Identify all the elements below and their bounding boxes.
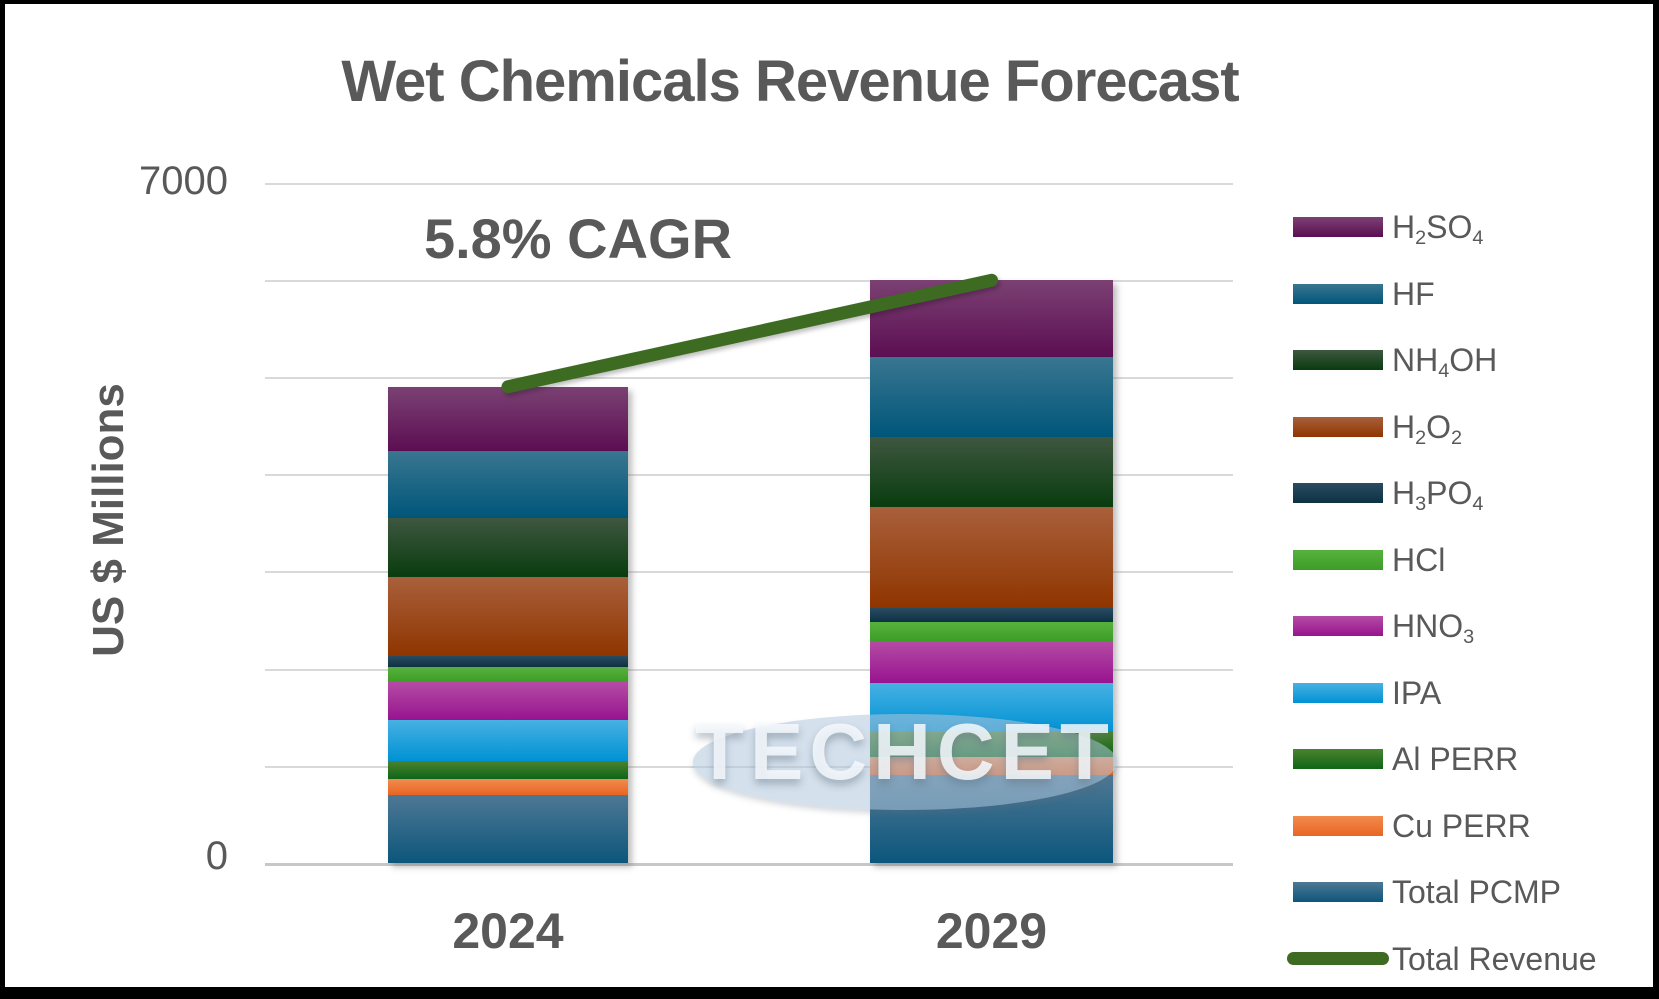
legend-label-part: Total Revenue (1392, 940, 1597, 977)
legend-label-h3po4: H3PO4 (1392, 471, 1483, 515)
legend-label-part: 4 (1438, 359, 1450, 382)
watermark-ellipse (693, 714, 1117, 810)
legend-label-part: H (1392, 209, 1416, 245)
legend-label-part: H (1392, 475, 1416, 511)
legend-label-part: 2 (1451, 426, 1463, 449)
legend-label-nh4oh: NH4OH (1392, 338, 1497, 382)
legend-swatch-ipa (1293, 682, 1383, 703)
legend-label-h2so4: H2SO4 (1392, 205, 1483, 249)
bar-segment-h2so4-2024 (388, 386, 628, 451)
gridline-0 (265, 863, 1233, 866)
y-axis-tick-max: 7000 (139, 159, 228, 203)
bar-segment-nh4oh-2029 (870, 437, 1113, 508)
bar-segment-hno3-2024 (388, 682, 628, 721)
legend-swatch-al-perr (1293, 749, 1383, 769)
bar-segment-hf-2024 (388, 450, 628, 518)
bar-segment-hcl-2029 (870, 622, 1113, 642)
bar-segment-h2so4-2029 (870, 280, 1113, 358)
legend-label-part: 2 (1415, 226, 1427, 249)
bar-segment-ipa-2024 (388, 720, 628, 761)
legend-label-part: OH (1449, 342, 1498, 378)
legend-swatch-h2o2 (1293, 416, 1383, 437)
legend-label-h2o2: H2O2 (1392, 405, 1462, 449)
bar-segment-cu-perr-2024 (388, 778, 628, 795)
legend-swatch-h3po4 (1293, 483, 1383, 503)
legend-label-hno3: HNO3 (1392, 604, 1474, 648)
bar-segment-hno3-2029 (870, 641, 1113, 684)
legend-label-cu-perr: Cu PERR (1392, 804, 1531, 848)
legend-label-part: O (1426, 408, 1452, 445)
x-axis-label-2029: 2029 (935, 903, 1048, 959)
bar-segment-h2o2-2024 (388, 576, 628, 656)
watermark-text: TECHCET (695, 707, 1115, 796)
gridline-2000 (265, 668, 1233, 671)
legend-line-total-revenue (1287, 952, 1389, 965)
bar-segment-hcl-2024 (388, 667, 628, 683)
legend-swatch-h2so4 (1293, 217, 1383, 237)
bar-segment-h2o2-2029 (870, 507, 1113, 609)
legend-label-part: PO (1426, 475, 1473, 511)
bar-segment-nh4oh-2024 (388, 517, 628, 577)
legend-swatch-hno3 (1293, 616, 1383, 636)
legend-swatch-nh4oh (1293, 350, 1383, 370)
legend-swatch-hcl (1293, 549, 1383, 570)
legend-label-part: HF (1392, 275, 1435, 312)
legend-swatch-hf (1293, 283, 1383, 304)
bar-segment-h3po4-2029 (870, 608, 1113, 623)
legend-label-part: 3 (1463, 625, 1475, 648)
legend-swatch-total-pcmp (1293, 882, 1383, 902)
x-axis-label-2024: 2024 (452, 903, 564, 959)
chart-title: Wet Chemicals Revenue Forecast (341, 49, 1239, 114)
y-axis-tick-min: 0 (205, 834, 228, 878)
legend-label-al-perr: Al PERR (1392, 737, 1518, 781)
legend-label-part: HNO (1392, 608, 1464, 644)
legend-label-part: 4 (1472, 492, 1484, 515)
gridline-7000 (265, 182, 1233, 185)
bar-2024 (388, 386, 628, 863)
legend-label-part: Cu PERR (1392, 807, 1531, 844)
legend-label-part: H (1392, 408, 1416, 445)
legend-label-part: 4 (1472, 226, 1484, 249)
bar-segment-h3po4-2024 (388, 655, 628, 668)
legend-label-ipa: IPA (1392, 671, 1441, 715)
gridline-4000 (265, 474, 1233, 477)
legend-label-part: Al PERR (1392, 741, 1519, 777)
legend-label-part: 2 (1415, 426, 1427, 449)
bar-segment-al-perr-2024 (388, 760, 628, 779)
bar-segment-total-pcmp-2024 (388, 794, 628, 863)
legend-label-part: Total PCMP (1392, 874, 1561, 910)
legend-label-part: 3 (1415, 492, 1427, 515)
legend-label-part: IPA (1392, 674, 1442, 711)
legend-label-part: SO (1426, 209, 1473, 245)
legend-label-part: NH (1392, 342, 1439, 378)
legend-label-part: HCl (1392, 541, 1446, 578)
legend-swatch-cu-perr (1293, 815, 1383, 836)
legend-label-total-pcmp: Total PCMP (1392, 870, 1561, 914)
legend-label-total-revenue: Total Revenue (1392, 937, 1597, 981)
cagr-annotation: 5.8% CAGR (423, 207, 733, 270)
legend-label-hf: HF (1392, 272, 1435, 316)
y-axis-title: US $ Millions (84, 383, 133, 657)
gridline-3000 (265, 571, 1233, 574)
legend-label-hcl: HCl (1392, 538, 1445, 582)
bar-segment-hf-2029 (870, 357, 1113, 438)
